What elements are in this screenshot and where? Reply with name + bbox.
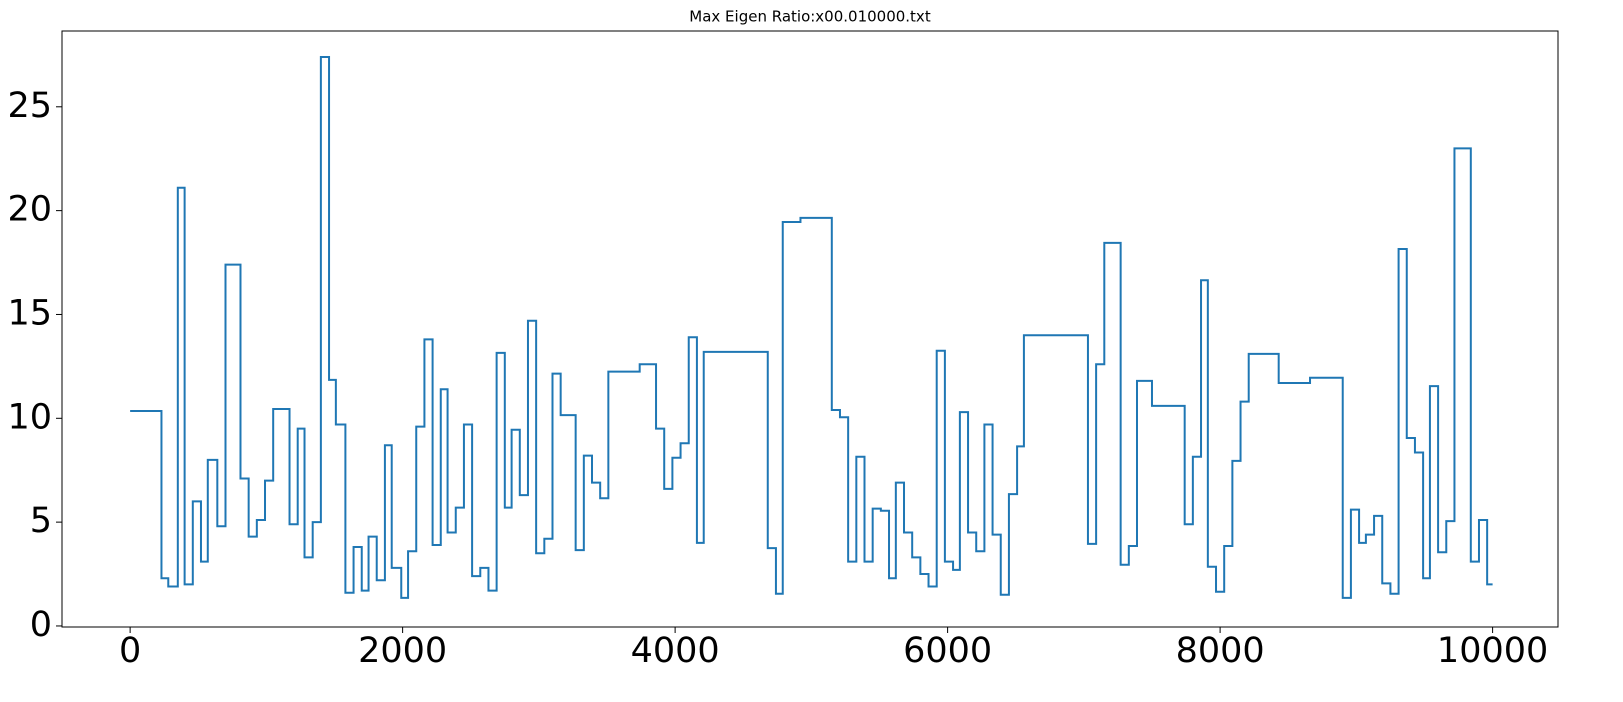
plot-frame <box>61 30 1559 628</box>
y-tick-label: 10 <box>7 397 52 437</box>
x-tick-label: 0 <box>119 631 141 671</box>
y-tick-label: 0 <box>30 605 52 645</box>
y-tick-label: 20 <box>7 190 52 230</box>
y-tick-label: 25 <box>7 86 52 126</box>
x-tick-label: 6000 <box>903 631 992 671</box>
x-tick-label: 2000 <box>358 631 447 671</box>
x-tick-label: 4000 <box>631 631 720 671</box>
y-tick-label: 15 <box>7 293 52 333</box>
data-line <box>130 55 1493 599</box>
x-tick-label: 10000 <box>1437 631 1548 671</box>
x-tick-label: 8000 <box>1176 631 1265 671</box>
y-tick-label: 5 <box>30 501 52 541</box>
chart-title: Max Eigen Ratio:x00.010000.txt <box>689 8 931 26</box>
